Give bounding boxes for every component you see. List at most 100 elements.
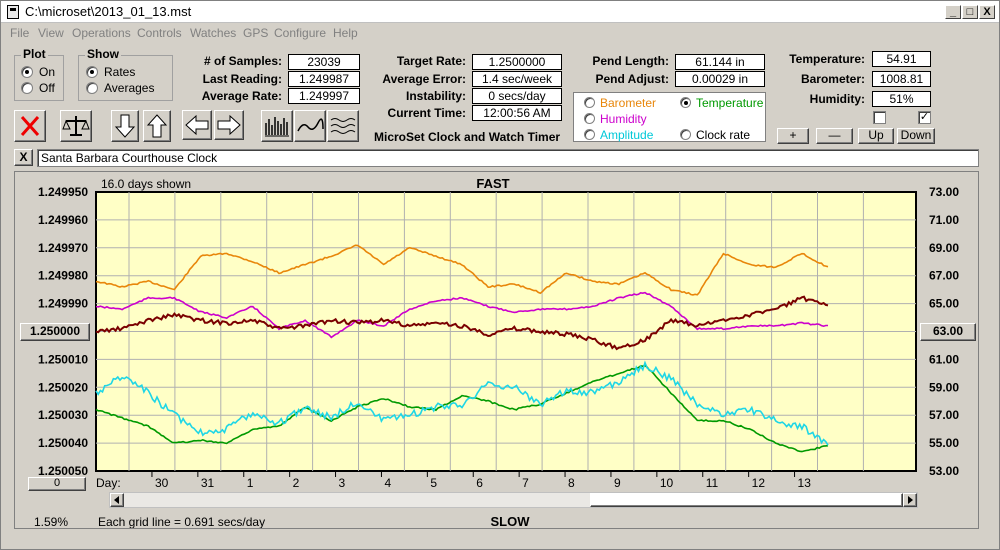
temperature-radio[interactable] [680, 97, 691, 108]
temperature-value: 54.91 [872, 51, 931, 67]
maximize-button[interactable]: □ [962, 5, 978, 19]
x-tick-label: 8 [568, 476, 575, 490]
barometer-radio[interactable] [584, 97, 595, 108]
scroll-left-icon [114, 496, 119, 504]
series-amplitude-line [95, 360, 829, 446]
plot-on-radio[interactable] [21, 66, 33, 78]
app-caption: MicroSet Clock and Watch Timer [374, 130, 561, 144]
bars-icon [265, 117, 289, 137]
scroll-thumb[interactable] [590, 493, 903, 507]
wave-icon [297, 118, 324, 132]
balance-icon [62, 116, 90, 136]
x-tick-label: 4 [384, 476, 391, 490]
note-field[interactable]: Santa Barbara Courthouse Clock [37, 149, 979, 167]
scroll-right-button[interactable] [903, 493, 917, 507]
barometer-label: Barometer: [800, 72, 865, 86]
right-tick-label: 67.00 [929, 269, 959, 283]
up-button[interactable]: Up [858, 128, 894, 144]
amplitude-radio[interactable] [584, 129, 595, 140]
fast-label: FAST [476, 176, 509, 191]
menu-configure[interactable]: Configure [274, 26, 327, 40]
note-close-button[interactable]: X [14, 149, 33, 166]
menu-controls[interactable]: Controls [137, 26, 182, 40]
stop-button[interactable] [14, 110, 46, 142]
instability-value: 0 secs/day [472, 88, 562, 104]
left-scale-button[interactable]: 1.250000 [20, 323, 90, 341]
right-tick-label: 59.00 [929, 380, 959, 394]
arrow-left-icon [185, 114, 209, 136]
down-button[interactable]: Down [897, 128, 935, 144]
minimize-button[interactable]: _ [945, 5, 961, 19]
temperature-option-label[interactable]: Temperature [696, 96, 764, 110]
right-tick-label: 55.00 [929, 436, 959, 450]
series-humidity-line [95, 291, 828, 339]
target-rate-label: Target Rate: [396, 54, 466, 68]
minus-button[interactable]: — [816, 128, 853, 144]
menu-watches[interactable]: Watches [190, 26, 237, 40]
horizontal-scrollbar[interactable] [109, 492, 918, 508]
left-tick-label: 1.250050 [38, 464, 88, 478]
arrow-right-button[interactable] [214, 110, 244, 140]
x-tick-label: 12 [752, 476, 766, 490]
wave-button[interactable] [294, 110, 326, 142]
pend-length-label: Pend Length: [592, 54, 669, 68]
arrow-down-button[interactable] [111, 110, 139, 142]
plus-button[interactable]: + [777, 128, 809, 144]
x-tick-label: 30 [155, 476, 169, 490]
current-time-label: Current Time: [387, 106, 466, 120]
pend-adjust-value: 0.00029 in [675, 71, 765, 87]
bottom-left-button[interactable]: 0 [28, 477, 86, 491]
plot-on-label[interactable]: On [39, 65, 56, 79]
show-rates-radio[interactable] [86, 66, 98, 78]
left-tick-label: 1.250040 [38, 436, 88, 450]
x-tick-label: 31 [201, 476, 215, 490]
right-tick-label: 73.00 [929, 185, 959, 199]
left-tick-label: 1.249960 [38, 213, 88, 227]
chart-svg: 1.249950 1.249960 1.249970 1.249980 1.249990… [34, 176, 959, 528]
show-rates-label[interactable]: Rates [104, 65, 136, 79]
menu-view[interactable]: View [38, 26, 64, 40]
x-tick-label: 6 [476, 476, 483, 490]
plot-off-label[interactable]: Off [39, 81, 55, 95]
right-tick-label: 61.00 [929, 352, 959, 366]
humidity-value: 51% [872, 91, 931, 107]
right-scale-button[interactable]: 63.00 [920, 323, 976, 341]
close-button[interactable]: X [979, 5, 995, 19]
balance-button[interactable] [60, 110, 92, 142]
amplitude-option-label[interactable]: Amplitude [600, 128, 654, 142]
x-tick-label: 7 [522, 476, 529, 490]
menu-gps[interactable]: GPS [243, 26, 269, 40]
series-clock-rate-line [95, 295, 829, 351]
series-barometer-line [95, 244, 829, 296]
x-tick-label: 2 [293, 476, 300, 490]
show-group [78, 55, 173, 101]
checkbox-1[interactable] [873, 111, 886, 124]
chart-panel: 1.249950 1.249960 1.249970 1.249980 1.249990… [14, 171, 979, 529]
bars-button[interactable] [261, 110, 293, 142]
menu-file[interactable]: File [10, 26, 30, 40]
humidity-option-label[interactable]: Humidity [600, 112, 647, 126]
left-tick-label: 1.250030 [38, 408, 88, 422]
humidity-radio[interactable] [584, 113, 595, 124]
scroll-left-button[interactable] [110, 493, 124, 507]
average-rate-value: 1.249997 [288, 88, 360, 104]
multiwave-button[interactable] [327, 110, 359, 142]
grid-lines [96, 192, 916, 471]
checkbox-2[interactable]: ✓ [918, 111, 931, 124]
x-tick-label: 10 [660, 476, 674, 490]
arrow-left-button[interactable] [182, 110, 212, 140]
series-lines [95, 244, 829, 453]
arrow-up-button[interactable] [143, 110, 171, 142]
plot-off-radio[interactable] [21, 82, 33, 94]
grid-note-label: Each grid line = 0.691 secs/day [98, 515, 265, 528]
menu-help[interactable]: Help [333, 26, 358, 40]
barometer-option-label[interactable]: Barometer [600, 96, 657, 110]
left-axis-ticks: 1.249950 1.249960 1.249970 1.249980 1.249990… [38, 185, 88, 478]
show-averages-label[interactable]: Averages [104, 81, 155, 95]
clock-rate-radio[interactable] [680, 129, 691, 140]
menu-operations[interactable]: Operations [72, 26, 131, 40]
left-tick-label: 1.249980 [38, 269, 88, 283]
clock-rate-option-label[interactable]: Clock rate [696, 128, 751, 142]
show-averages-radio[interactable] [86, 82, 98, 94]
